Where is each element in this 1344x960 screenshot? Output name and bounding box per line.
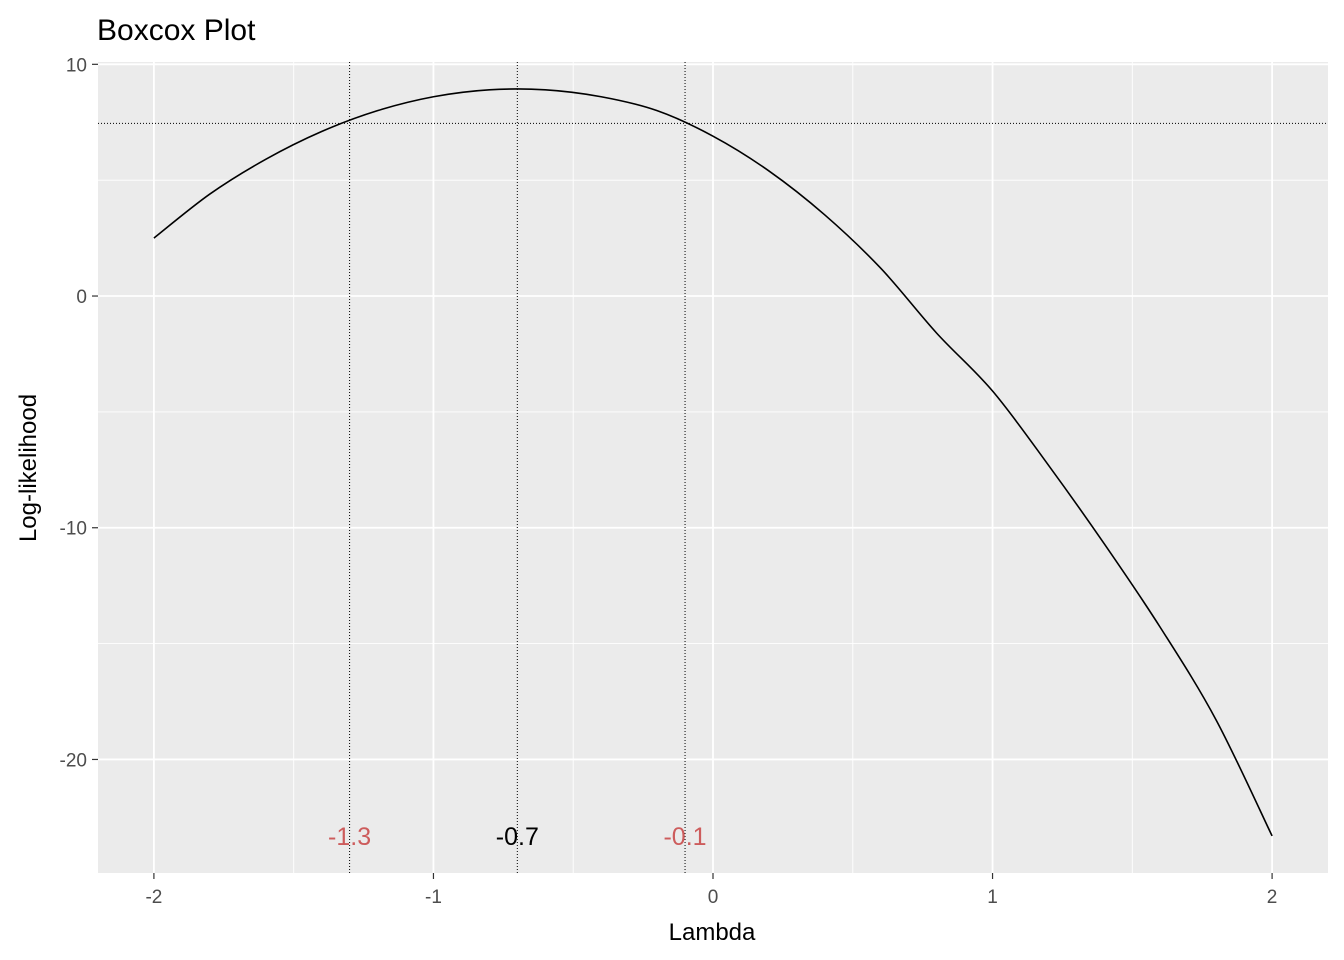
y-tick-label: -10 (60, 519, 87, 540)
y-tick-label: 10 (66, 55, 87, 76)
x-tick-label: 2 (1267, 887, 1278, 908)
y-tick-label: 0 (76, 287, 87, 308)
y-axis-title: Log-likelihood (15, 394, 42, 542)
x-axis: -2 -1 0 1 2 (145, 873, 1277, 908)
x-tick-label: 1 (987, 887, 998, 908)
grid-lines (98, 62, 1328, 873)
chart-title: Boxcox Plot (97, 14, 256, 47)
x-tick-label: 0 (708, 887, 719, 908)
log-likelihood-curve (153, 88, 1273, 837)
lambda-annotation-label: -1.3 (328, 823, 371, 851)
lambda-annotation-label: -0.1 (663, 823, 706, 851)
x-tick-label: -2 (145, 887, 162, 908)
y-axis: -20 -10 0 10 (60, 55, 98, 771)
lambda-annotation-label: -0.7 (496, 823, 539, 851)
lambda-annotations: -1.3 -0.7 -0.1 (328, 823, 707, 851)
x-tick-label: -1 (425, 887, 442, 908)
y-tick-label: -20 (60, 750, 87, 771)
reference-lines (98, 62, 1328, 873)
x-axis-title: Lambda (669, 919, 756, 946)
